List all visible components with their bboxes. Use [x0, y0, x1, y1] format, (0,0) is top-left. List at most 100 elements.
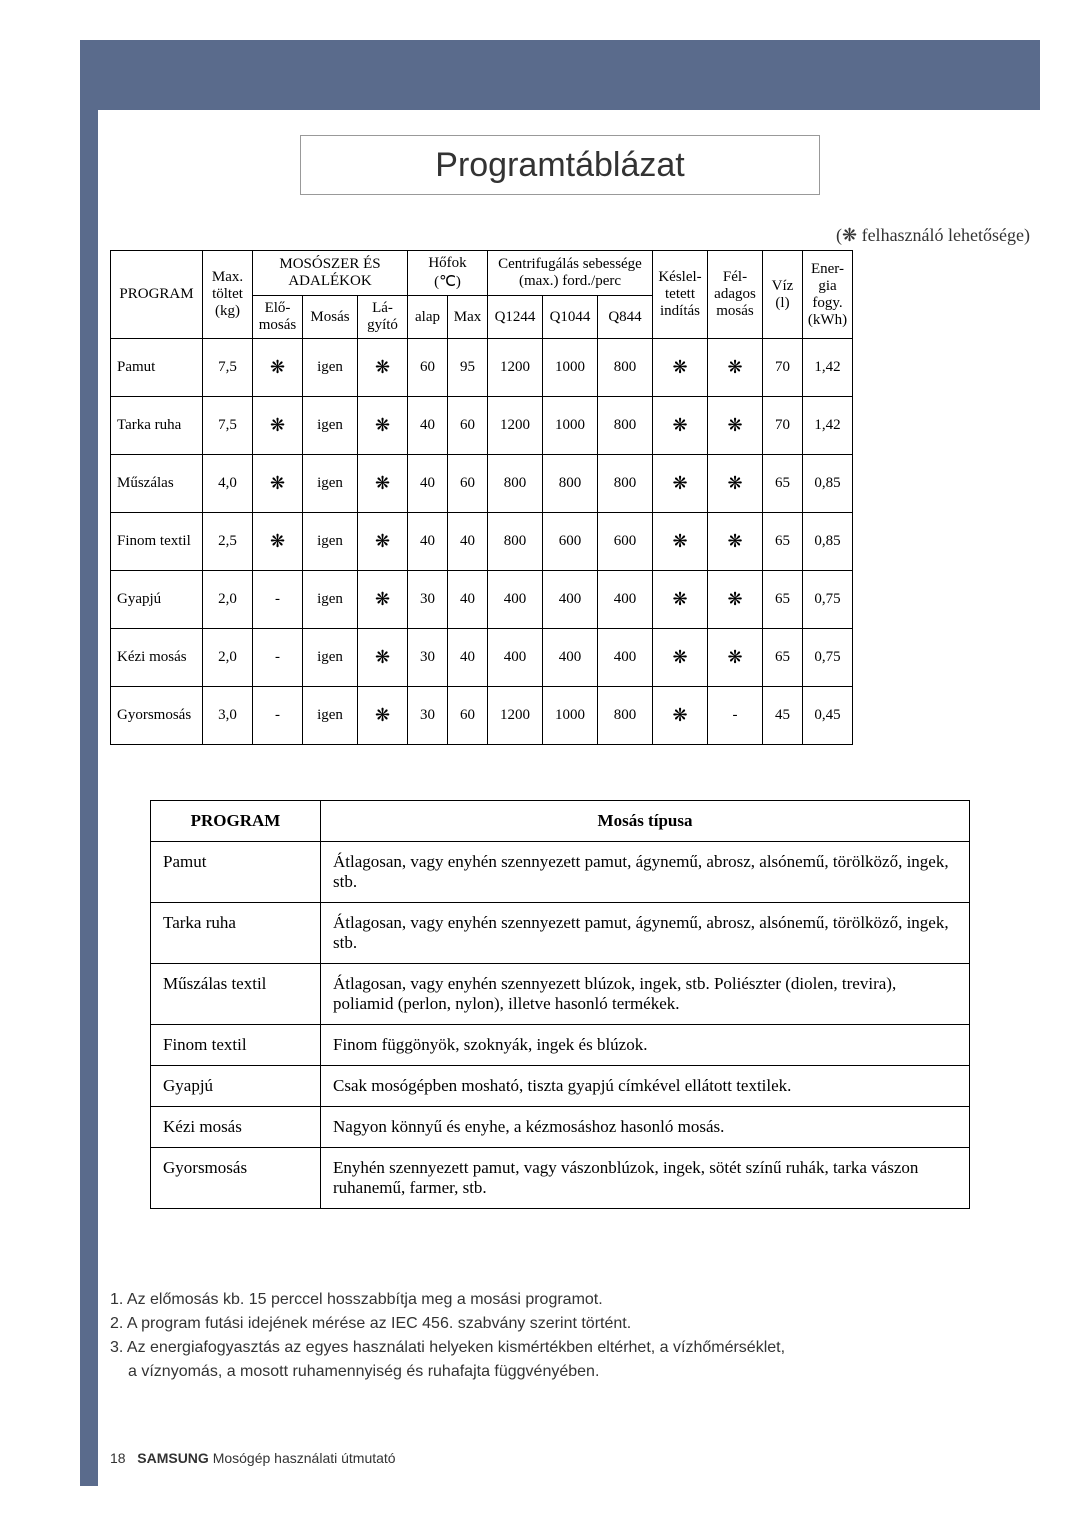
cell: 800 [488, 455, 543, 513]
cell: 2,5 [203, 513, 253, 571]
cell: 60 [448, 687, 488, 745]
cell: igen [303, 629, 358, 687]
cell: 30 [408, 687, 448, 745]
cell: igen [303, 513, 358, 571]
table-row: Tarka ruhaÁtlagosan, vagy enyhén szennye… [151, 903, 970, 964]
col-alap: alap [408, 296, 448, 339]
cell: 400 [543, 571, 598, 629]
cell: Tarka ruha [111, 397, 203, 455]
footer: 18 SAMSUNG Mosógép használati útmutató [110, 1450, 396, 1466]
program-desc: Átlagosan, vagy enyhén szennyezett pamut… [321, 842, 970, 903]
program-name: Pamut [151, 842, 321, 903]
t: (℃) [410, 272, 485, 291]
cell: ❋ [653, 455, 708, 513]
cell: 40 [408, 397, 448, 455]
cell: 40 [448, 513, 488, 571]
cell: 0,85 [803, 513, 853, 571]
note-3a: 3. Az energiafogyasztás az egyes használ… [110, 1338, 1030, 1358]
t: Lá- [360, 300, 405, 317]
col-la: Lá- gyító [358, 296, 408, 339]
t: fogy. [805, 295, 850, 312]
cell: 70 [763, 397, 803, 455]
table-row: Pamut7,5❋igen❋609512001000800❋❋701,42 [111, 339, 853, 397]
table-row: Finom textilFinom függönyök, szoknyák, i… [151, 1025, 970, 1066]
cell: 400 [598, 571, 653, 629]
cell: 30 [408, 629, 448, 687]
cell: ❋ [653, 513, 708, 571]
cell: Műszálas [111, 455, 203, 513]
cell: 45 [763, 687, 803, 745]
cell: ❋ [253, 339, 303, 397]
legend-text: felhasználó lehetősége) [857, 225, 1030, 245]
cell: igen [303, 339, 358, 397]
t: tetett [655, 286, 705, 303]
cell: 70 [763, 339, 803, 397]
col-q1044: Q1044 [543, 296, 598, 339]
cell: 0,75 [803, 571, 853, 629]
page-title: Programtáblázat [435, 146, 684, 185]
cell: - [253, 571, 303, 629]
page-number: 18 [110, 1450, 126, 1466]
cell: 95 [448, 339, 488, 397]
t: Ener- [805, 261, 850, 278]
cell: 800 [598, 339, 653, 397]
cell: 7,5 [203, 339, 253, 397]
cell: Gyapjú [111, 571, 203, 629]
cell: ❋ [253, 397, 303, 455]
program-table: PROGRAM Max. töltet (kg) MOSÓSZER ÉS ADA… [110, 250, 853, 745]
col-q844: Q844 [598, 296, 653, 339]
cell: Kézi mosás [111, 629, 203, 687]
col-viz: Víz (l) [763, 251, 803, 339]
t: mosás [710, 303, 760, 320]
program-name: Tarka ruha [151, 903, 321, 964]
program-name: Kézi mosás [151, 1107, 321, 1148]
t: Hőfok [410, 255, 485, 272]
cell: ❋ [358, 339, 408, 397]
cell: ❋ [358, 687, 408, 745]
cell: 4,0 [203, 455, 253, 513]
t: (max.) ford./perc [490, 273, 650, 290]
table-row: GyapjúCsak mosógépben mosható, tiszta gy… [151, 1066, 970, 1107]
table-row: Kézi mosásNagyon könnyű és enyhe, a kézm… [151, 1107, 970, 1148]
cell: 1200 [488, 339, 543, 397]
col-kes: Késlel- tetett indítás [653, 251, 708, 339]
cell: 800 [543, 455, 598, 513]
cell: 800 [598, 687, 653, 745]
program-name: Gyapjú [151, 1066, 321, 1107]
cell: ❋ [253, 455, 303, 513]
cell: ❋ [253, 513, 303, 571]
program-desc: Csak mosógépben mosható, tiszta gyapjú c… [321, 1066, 970, 1107]
cell: ❋ [708, 629, 763, 687]
t: adagos [710, 286, 760, 303]
col-elo: Elő- mosás [253, 296, 303, 339]
table-row: Műszálas textilÁtlagosan, vagy enyhén sz… [151, 964, 970, 1025]
program-name: Műszálas textil [151, 964, 321, 1025]
cell: 40 [448, 571, 488, 629]
cell: 400 [488, 571, 543, 629]
cell: Finom textil [111, 513, 203, 571]
cell: 1000 [543, 397, 598, 455]
cell: 600 [598, 513, 653, 571]
cell: - [253, 687, 303, 745]
cell: 800 [488, 513, 543, 571]
cell: 0,85 [803, 455, 853, 513]
cell: 400 [488, 629, 543, 687]
cell: ❋ [358, 455, 408, 513]
cell: igen [303, 455, 358, 513]
cell: ❋ [708, 571, 763, 629]
cell: 1,42 [803, 339, 853, 397]
cell: - [253, 629, 303, 687]
table-row: Műszálas4,0❋igen❋4060800800800❋❋650,85 [111, 455, 853, 513]
cell: igen [303, 571, 358, 629]
table-row: Finom textil2,5❋igen❋4040800600600❋❋650,… [111, 513, 853, 571]
cell: ❋ [708, 513, 763, 571]
cell: ❋ [653, 571, 708, 629]
note-2: 2. A program futási idejének mérése az I… [110, 1314, 1030, 1334]
cell: 65 [763, 513, 803, 571]
program-name: Finom textil [151, 1025, 321, 1066]
page: Programtáblázat (❋ felhasználó lehetőség… [0, 0, 1080, 1526]
col-program: PROGRAM [151, 801, 321, 842]
cell: ❋ [358, 571, 408, 629]
cell: ❋ [653, 687, 708, 745]
cell: 65 [763, 571, 803, 629]
